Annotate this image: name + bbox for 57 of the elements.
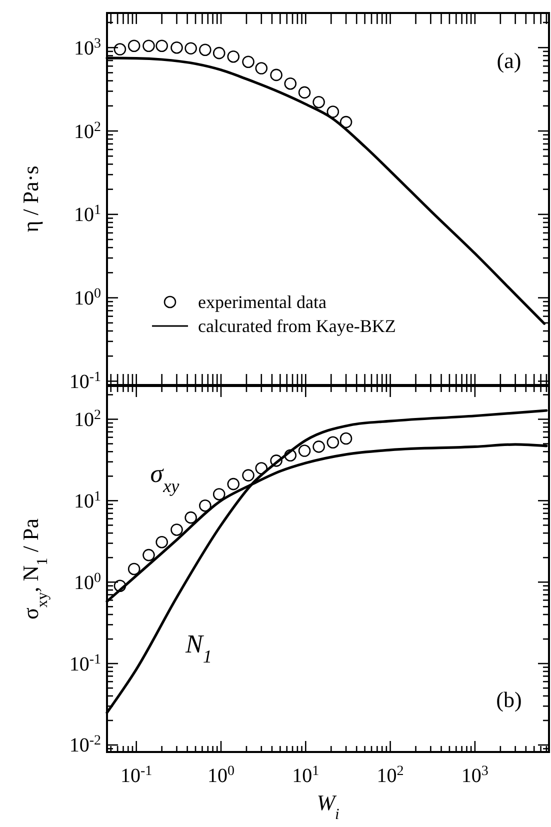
point [340,432,352,445]
point [270,454,282,467]
y-tick-label: 10$^{-1}$ [69,369,101,393]
y-tick-label: 10$^{-2}$ [69,733,101,757]
point [227,478,240,490]
series-label: N$_{1}$ [184,629,212,666]
point [298,444,311,457]
y-tick-label: 10$^{2}$ [74,119,101,143]
point [284,449,297,462]
point [326,106,340,118]
point [255,62,268,74]
point [242,469,254,482]
point [270,68,282,82]
point [114,43,126,56]
point [199,44,212,56]
point [212,46,226,60]
y-tick-label: 10$^{3}$ [74,36,101,60]
x-axis-title: W$_{i}$ [316,790,340,822]
point [242,56,254,68]
point [298,86,311,99]
point [142,40,155,52]
point [227,50,240,63]
point [128,562,140,576]
point [114,580,126,592]
x-tick-label: 10$^{0}$ [208,764,234,787]
point [170,41,183,54]
x-tick-label: 10$^{-1}$ [120,764,152,787]
series-label: σ$_{xy}$ [150,458,180,496]
annotation: (a) [496,48,522,73]
y-tick-label: 10$^{0}$ [74,570,101,594]
point [284,77,297,90]
point [312,96,325,108]
point [255,462,268,474]
point [156,536,168,548]
point [156,40,168,52]
point [170,524,183,536]
y-axis-title: η / Pa·s [18,166,43,232]
legend-label: calcurated from Kaye-BKZ [198,316,396,336]
point [142,548,155,562]
point [128,40,140,52]
point [184,42,197,54]
point [312,440,325,453]
x-tick-label: 10$^{3}$ [461,764,488,787]
y-tick-label: 10$^{-1}$ [69,652,101,676]
y-tick-label: 10$^{1}$ [74,202,101,226]
y-tick-label: 10$^{1}$ [74,488,101,512]
annotation: (b) [496,687,522,712]
legend-label: experimental data [198,292,326,312]
point [212,488,226,500]
y-tick-label: 10$^{2}$ [74,407,101,431]
point [199,499,212,512]
point [340,116,352,128]
point [184,511,197,524]
point [326,436,340,449]
x-tick-label: 10$^{1}$ [292,764,320,787]
x-tick-label: 10$^{2}$ [376,764,404,787]
y-tick-label: 10$^{0}$ [74,286,101,310]
